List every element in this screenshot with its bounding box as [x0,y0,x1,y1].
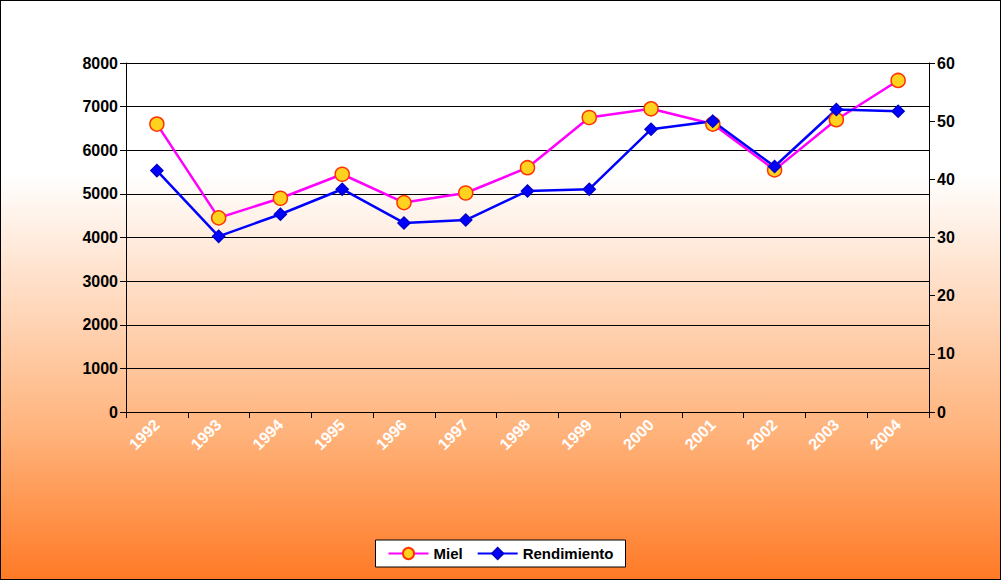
svg-text:6000: 6000 [82,142,118,159]
svg-text:20: 20 [937,287,955,304]
svg-text:0: 0 [109,404,118,421]
svg-text:1998: 1998 [496,416,533,453]
svg-text:10: 10 [937,345,955,362]
svg-text:1000: 1000 [82,360,118,377]
svg-text:Miel: Miel [433,545,462,562]
svg-text:1999: 1999 [558,416,595,453]
svg-text:3000: 3000 [82,273,118,290]
svg-text:5000: 5000 [82,185,118,202]
svg-text:2000: 2000 [82,316,118,333]
svg-text:1996: 1996 [373,416,410,453]
svg-text:1995: 1995 [311,416,348,453]
svg-text:2000: 2000 [620,416,657,453]
svg-text:1992: 1992 [126,416,163,453]
svg-text:2001: 2001 [682,416,719,453]
svg-text:2002: 2002 [743,416,780,453]
svg-text:Rendimiento: Rendimiento [523,545,614,562]
svg-text:1994: 1994 [249,416,286,453]
svg-text:0: 0 [937,404,946,421]
svg-text:60: 60 [937,55,955,72]
svg-text:4000: 4000 [82,229,118,246]
svg-text:1993: 1993 [187,416,224,453]
svg-text:7000: 7000 [82,98,118,115]
svg-text:2003: 2003 [805,416,842,453]
svg-text:1997: 1997 [435,416,472,453]
svg-text:30: 30 [937,229,955,246]
svg-text:2004: 2004 [867,416,904,453]
svg-text:50: 50 [937,113,955,130]
svg-text:8000: 8000 [82,55,118,72]
svg-text:40: 40 [937,171,955,188]
